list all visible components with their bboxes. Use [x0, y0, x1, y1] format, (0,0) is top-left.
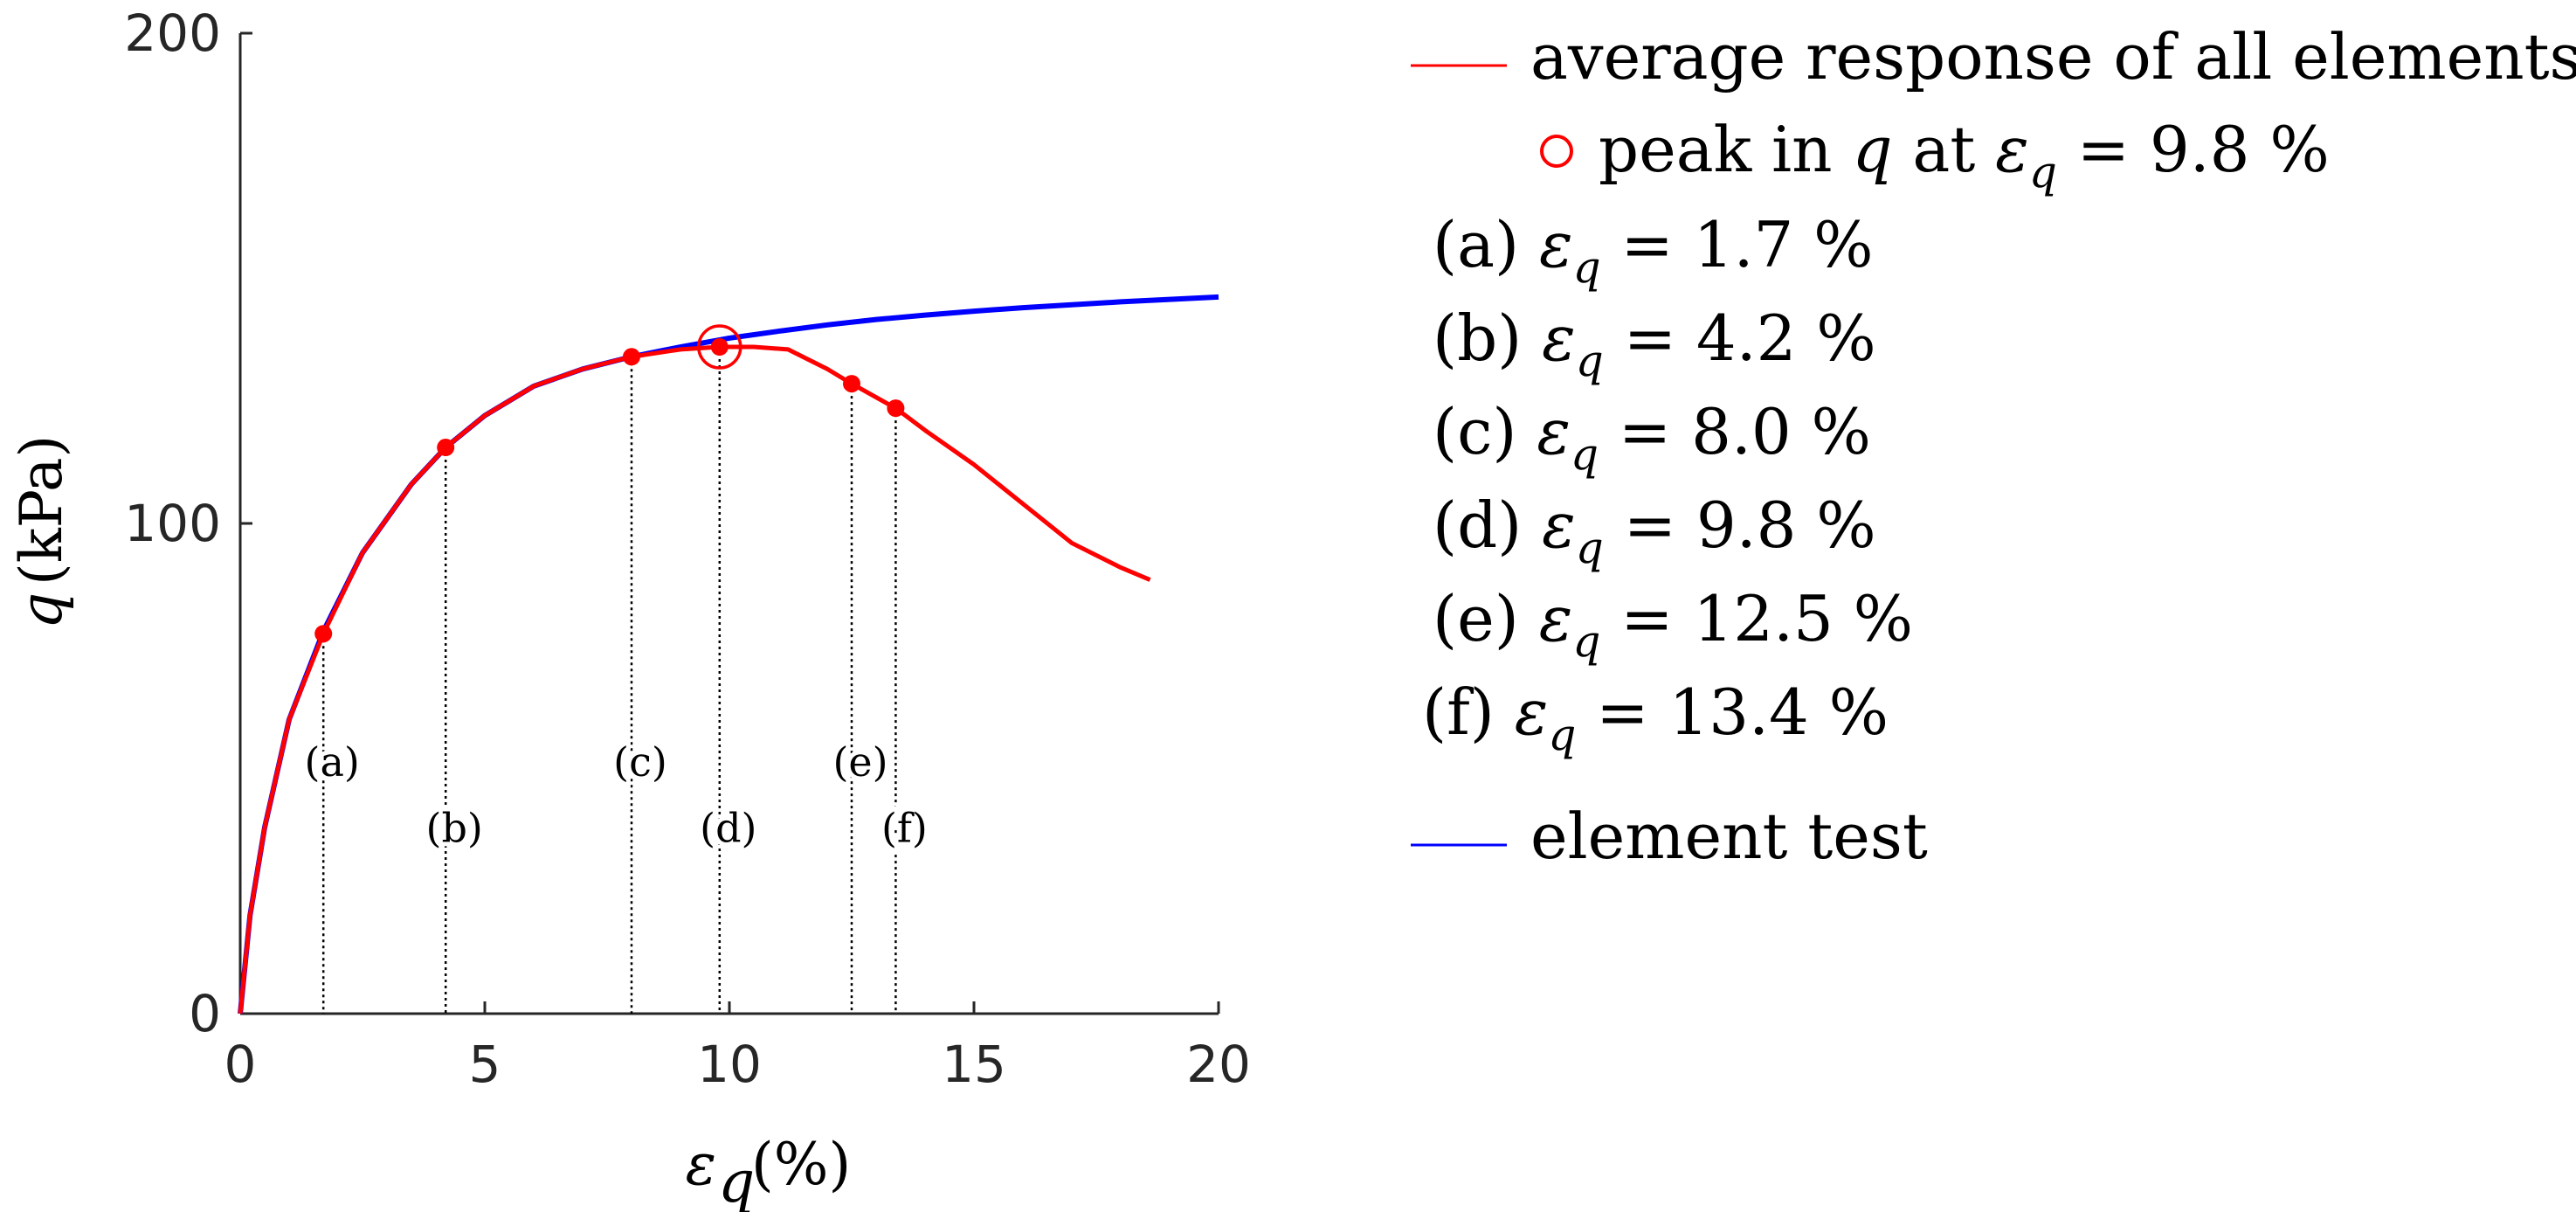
- legend-entry-value: = 9.8 %: [1604, 488, 1876, 562]
- y-axis-label-symbol: q: [8, 592, 75, 629]
- legend-entry-eps: ε: [1537, 395, 1571, 468]
- legend-peak-prefix: peak in: [1599, 113, 1852, 186]
- marker-label: (e): [832, 738, 887, 786]
- legend-entry-sub: q: [1573, 242, 1601, 293]
- legend-entry-sub: q: [1576, 523, 1604, 573]
- x-axis-label-unit: (%): [751, 1131, 851, 1198]
- legend-entry-tag: (f): [1422, 675, 1515, 749]
- data-point-marker: [437, 439, 455, 457]
- legend-entry-tag: (b): [1433, 301, 1542, 375]
- legend-entry-tag: (c): [1433, 395, 1537, 468]
- series-element-test: [238, 294, 1219, 1015]
- legend-peak-q: q: [1852, 113, 1892, 186]
- marker-label: (b): [426, 805, 483, 852]
- x-tick-label: 0: [224, 1035, 257, 1094]
- legend-entry: (a) εq = 1.7 %: [1433, 208, 1874, 293]
- legend-entry: (c) εq = 8.0 %: [1433, 395, 1871, 480]
- x-axis-label-symbol: ε: [686, 1131, 716, 1198]
- legend-entry: (e) εq = 12.5 %: [1433, 582, 1913, 667]
- y-tick-label: 100: [124, 494, 221, 553]
- marker-label: (c): [613, 738, 667, 786]
- legend-entry-eps: ε: [1542, 488, 1576, 562]
- legend-entry: (d) εq = 9.8 %: [1433, 488, 1876, 573]
- legend-peak-at: at: [1893, 113, 1996, 186]
- series-average-response: [238, 344, 1151, 1015]
- marker-labels: (a) (b) (c) (d) (e) (f): [300, 734, 932, 856]
- marker-label: (d): [700, 805, 756, 852]
- data-point-marker: [623, 348, 640, 366]
- legend: average response of all elements peak in…: [1411, 20, 2576, 873]
- y-tick-label: 200: [124, 3, 221, 63]
- peak-marker: [697, 324, 742, 370]
- marker-label: (a): [305, 738, 360, 786]
- marker-label: (f): [881, 805, 928, 852]
- data-point-marker: [314, 625, 333, 643]
- legend-element-label: element test: [1530, 800, 1928, 873]
- y-tick-label: 0: [189, 984, 221, 1043]
- legend-entry-eps: ε: [1542, 301, 1576, 375]
- legend-entries: (a) εq = 1.7 %(b) εq = 4.2 %(c) εq = 8.0…: [1422, 208, 1913, 760]
- legend-entry-sub: q: [1576, 336, 1604, 386]
- data-point-marker: [843, 375, 860, 393]
- legend-peak-sub: q: [2029, 147, 2057, 197]
- x-tick-label: 5: [469, 1035, 501, 1094]
- legend-entry-value: = 13.4 %: [1576, 675, 1889, 749]
- legend-average-label: average response of all elements: [1530, 20, 2576, 93]
- legend-entry-value: = 4.2 %: [1604, 301, 1876, 375]
- legend-entry-sub: q: [1571, 429, 1599, 480]
- legend-peak-circle: [1540, 135, 1573, 168]
- x-axis-label: ε q (%): [686, 1131, 852, 1212]
- legend-entry-value: = 8.0 %: [1599, 395, 1871, 468]
- y-axis-label-unit: (kPa): [8, 435, 75, 585]
- markers: [314, 324, 905, 643]
- legend-entry-tag: (a): [1433, 208, 1539, 281]
- guide-lines: [321, 347, 897, 1014]
- legend-peak-eps: ε: [1995, 113, 2029, 186]
- data-point-marker: [887, 399, 905, 418]
- data-point-marker: [710, 338, 729, 357]
- x-axis-label-sub: q: [718, 1148, 755, 1212]
- legend-entry-sub: q: [1548, 710, 1576, 760]
- legend-entry-value: = 12.5 %: [1600, 582, 1913, 655]
- legend-entry-value: = 1.7 %: [1601, 208, 1874, 281]
- legend-entry-sub: q: [1572, 616, 1600, 667]
- legend-entry-tag: (d): [1433, 488, 1542, 562]
- legend-entry-eps: ε: [1539, 208, 1573, 281]
- legend-entry-eps: ε: [1539, 582, 1573, 655]
- legend-entry: (b) εq = 4.2 %: [1433, 301, 1876, 386]
- legend-peak: peak in q at εq = 9.8 %: [1599, 113, 2330, 197]
- curves: [238, 294, 1219, 1015]
- x-tick-label: 10: [697, 1035, 762, 1094]
- x-tick-label: 20: [1186, 1035, 1251, 1094]
- legend-entry: (f) εq = 13.4 %: [1422, 675, 1889, 760]
- legend-entry-eps: ε: [1515, 675, 1549, 749]
- legend-entry-tag: (e): [1433, 582, 1539, 655]
- x-tick-label: 15: [942, 1035, 1006, 1094]
- y-axis-label: q (kPa): [8, 435, 75, 629]
- legend-peak-value: = 9.8 %: [2057, 113, 2330, 186]
